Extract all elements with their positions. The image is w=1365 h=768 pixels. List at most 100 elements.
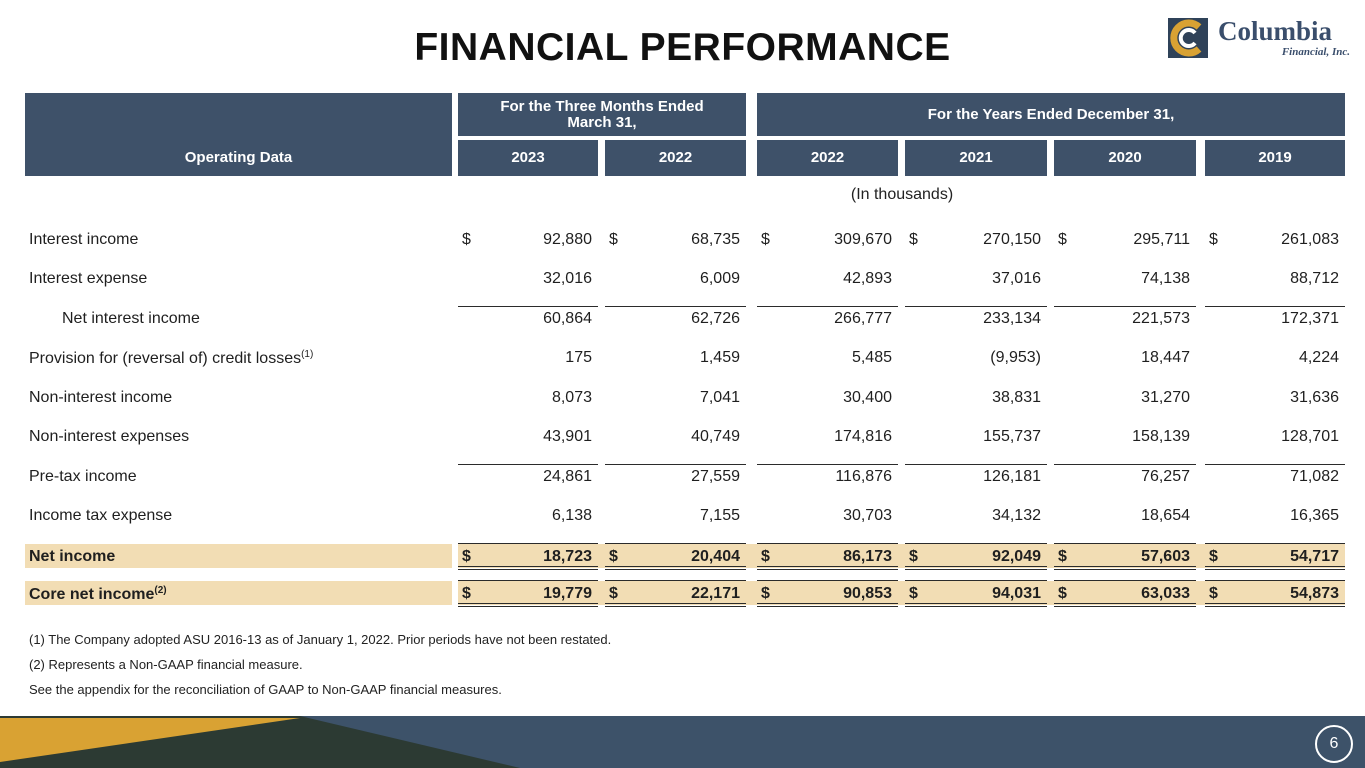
page-number: 6 <box>1315 725 1353 763</box>
table-cell: 31,636 <box>1205 389 1345 409</box>
subtotal-rule <box>905 306 1047 307</box>
subtotal-rule <box>757 464 898 465</box>
currency-symbol: $ <box>909 231 918 248</box>
table-cell: 30,400 <box>757 389 898 409</box>
currency-symbol: $ <box>1209 585 1218 602</box>
table-cell: 5,485 <box>757 349 898 369</box>
row-label-text: Non-interest expenses <box>29 428 190 445</box>
row-label: Net interest income <box>62 310 200 328</box>
cell-value: 43,901 <box>543 428 592 445</box>
total-top-rule <box>458 543 598 544</box>
table-cell: 74,138 <box>1054 270 1196 290</box>
total-double-rule <box>605 603 746 607</box>
table-cell: $57,603 <box>1054 548 1196 568</box>
row-label: Non-interest income <box>29 389 172 407</box>
cell-value: 42,893 <box>843 270 892 287</box>
subtotal-rule <box>1205 306 1345 307</box>
column-header: 2023 <box>458 140 598 176</box>
footer-band <box>0 716 1365 768</box>
cell-value: 175 <box>565 349 592 366</box>
total-top-rule <box>605 580 746 581</box>
cell-value: 16,365 <box>1290 507 1339 524</box>
cell-value: 54,873 <box>1290 585 1339 602</box>
total-double-rule <box>757 566 898 570</box>
table-cell: $86,173 <box>757 548 898 568</box>
table-cell: 42,893 <box>757 270 898 290</box>
cell-value: 40,749 <box>691 428 740 445</box>
row-label: Income tax expense <box>29 507 172 525</box>
total-top-rule <box>1205 580 1345 581</box>
row-label: Net income <box>29 548 115 566</box>
currency-symbol: $ <box>462 585 471 602</box>
row-label-text: Income tax expense <box>29 507 173 524</box>
currency-symbol: $ <box>609 548 618 565</box>
cell-value: 71,082 <box>1290 468 1339 485</box>
cell-value: 92,880 <box>543 231 592 248</box>
table-cell: 34,132 <box>905 507 1047 527</box>
table-cell: 8,073 <box>458 389 598 409</box>
table-cell: 40,749 <box>605 428 746 448</box>
table-cell: $19,779 <box>458 585 598 605</box>
table-cell: 76,257 <box>1054 468 1196 488</box>
cell-value: 20,404 <box>691 548 740 565</box>
table-cell: 128,701 <box>1205 428 1345 448</box>
cell-value: 116,876 <box>835 468 892 485</box>
currency-symbol: $ <box>1058 231 1067 248</box>
cell-value: 76,257 <box>1141 468 1190 485</box>
table-cell: (9,953) <box>905 349 1047 369</box>
net-income-highlight <box>458 544 1345 568</box>
table-cell: 126,181 <box>905 468 1047 488</box>
cell-value: 31,270 <box>1141 389 1190 406</box>
total-double-rule <box>1205 603 1345 607</box>
cell-value: 57,603 <box>1141 548 1190 565</box>
column-header: 2021 <box>905 140 1047 176</box>
cell-value: 4,224 <box>1298 349 1339 366</box>
cell-value: 32,016 <box>543 270 592 287</box>
logo-name: Columbia <box>1218 16 1333 46</box>
cell-value: 74,138 <box>1141 270 1190 287</box>
table-cell: 88,712 <box>1205 270 1345 290</box>
currency-symbol: $ <box>462 231 471 248</box>
table-cell: 24,861 <box>458 468 598 488</box>
table-cell: 38,831 <box>905 389 1047 409</box>
table-cell: 18,447 <box>1054 349 1196 369</box>
logo-subtitle: Financial, Inc. <box>1281 46 1350 58</box>
cell-value: 126,181 <box>983 468 1041 485</box>
total-double-rule <box>905 566 1047 570</box>
slide-title: FINANCIAL PERFORMANCE <box>414 26 951 69</box>
total-top-rule <box>757 580 898 581</box>
currency-symbol: $ <box>909 548 918 565</box>
table-cell: $90,853 <box>757 585 898 605</box>
total-double-rule <box>1205 566 1345 570</box>
table-cell: 62,726 <box>605 310 746 330</box>
cell-value: 270,150 <box>983 231 1041 248</box>
cell-value: 19,779 <box>543 585 592 602</box>
footnote: (2) Represents a Non-GAAP financial meas… <box>29 657 303 672</box>
row-label-text: Net interest income <box>62 310 200 327</box>
total-top-rule <box>757 543 898 544</box>
total-double-rule <box>458 603 598 607</box>
cell-value: 172,371 <box>1281 310 1339 327</box>
core-net-income-highlight <box>25 581 452 605</box>
cell-value: 6,138 <box>551 507 592 524</box>
table-cell: $94,031 <box>905 585 1047 605</box>
currency-symbol: $ <box>909 585 918 602</box>
total-double-rule <box>1054 566 1196 570</box>
row-label: Interest income <box>29 231 138 249</box>
cell-value: 8,073 <box>551 389 592 406</box>
cell-value: 309,670 <box>834 231 892 248</box>
currency-symbol: $ <box>1209 548 1218 565</box>
table-cell: 31,270 <box>1054 389 1196 409</box>
years-group-header: For the Years Ended December 31, <box>757 93 1345 136</box>
table-cell: 4,224 <box>1205 349 1345 369</box>
cell-value: 94,031 <box>992 585 1041 602</box>
cell-value: 22,171 <box>691 585 740 602</box>
columbia-logo-icon <box>1168 18 1208 58</box>
table-cell: 32,016 <box>458 270 598 290</box>
cell-value: 90,853 <box>843 585 892 602</box>
subtotal-rule <box>1054 464 1196 465</box>
cell-value: 60,864 <box>543 310 592 327</box>
row-label-text: Net income <box>29 548 116 565</box>
row-label: Non-interest expenses <box>29 428 189 446</box>
row-label: Pre-tax income <box>29 468 137 486</box>
